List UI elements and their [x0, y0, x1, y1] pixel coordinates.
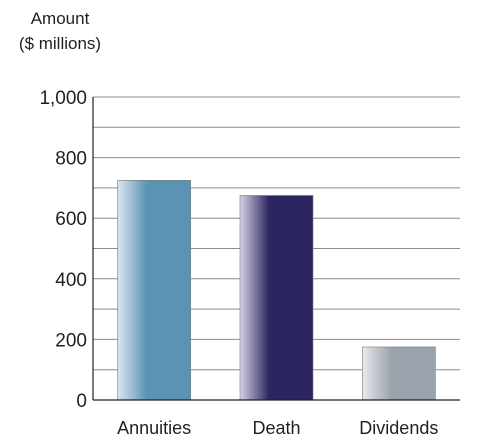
y-tick-label-1000: 1,000 — [39, 88, 87, 109]
y-axis-label-line-1: Amount — [31, 9, 90, 28]
y-tick-label-0: 0 — [76, 391, 87, 412]
x-category-labels: Annuities Death Dividends — [117, 418, 438, 438]
bar-dividends — [362, 346, 436, 401]
y-tick-label-400: 400 — [55, 270, 87, 291]
x-category-label-death: Death — [252, 418, 300, 438]
y-tick-label-600: 600 — [55, 209, 87, 230]
x-category-label-annuities: Annuities — [117, 418, 191, 438]
x-category-label-dividends: Dividends — [359, 418, 438, 438]
y-tick-label-200: 200 — [55, 330, 87, 351]
axes — [92, 97, 460, 401]
y-tick-labels: 0 200 400 600 800 1,000 — [39, 88, 87, 412]
bars — [117, 180, 436, 401]
y-axis-label-line-2: ($ millions) — [19, 34, 101, 53]
bar-annuities — [117, 180, 191, 401]
bar-death — [239, 195, 314, 401]
y-tick-label-800: 800 — [55, 149, 87, 170]
